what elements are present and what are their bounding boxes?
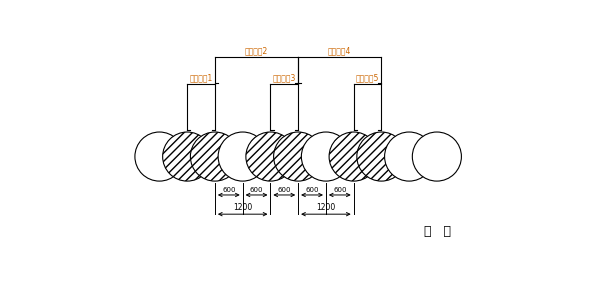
Text: 600: 600: [333, 187, 346, 193]
Text: 图   三: 图 三: [424, 225, 451, 238]
Text: 600: 600: [278, 187, 291, 193]
Circle shape: [218, 132, 267, 181]
Text: 施工顺序5: 施工顺序5: [356, 73, 379, 82]
Text: 施工顺序1: 施工顺序1: [189, 73, 213, 82]
Text: 600: 600: [249, 187, 264, 193]
Circle shape: [413, 132, 462, 181]
Text: 600: 600: [222, 187, 235, 193]
Text: 施工顺序4: 施工顺序4: [328, 47, 351, 56]
Circle shape: [357, 132, 406, 181]
Circle shape: [302, 132, 351, 181]
Circle shape: [246, 132, 295, 181]
Circle shape: [273, 132, 322, 181]
Circle shape: [384, 132, 433, 181]
Circle shape: [191, 132, 240, 181]
Text: 施工顺序2: 施工顺序2: [245, 47, 268, 56]
Text: 施工顺序3: 施工顺序3: [273, 73, 296, 82]
Text: 1200: 1200: [233, 203, 253, 212]
Text: 600: 600: [305, 187, 319, 193]
Circle shape: [135, 132, 184, 181]
Circle shape: [162, 132, 211, 181]
Circle shape: [329, 132, 378, 181]
Text: 1200: 1200: [316, 203, 335, 212]
